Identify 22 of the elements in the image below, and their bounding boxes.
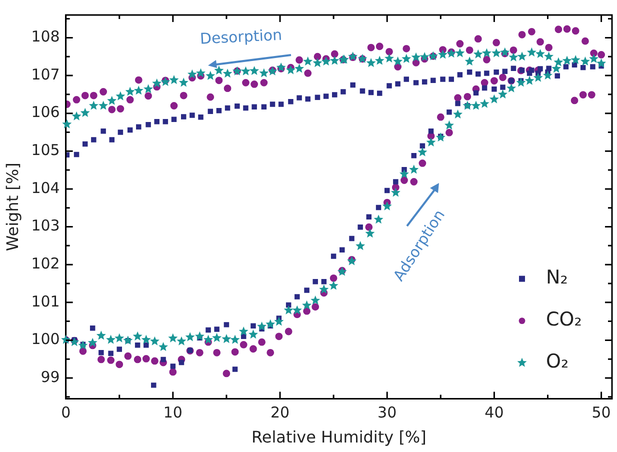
legend-label: O₂	[546, 350, 569, 373]
x-tick-label: 20	[270, 404, 290, 422]
y-tick-label: 102	[31, 254, 60, 272]
y-tick-label: 107	[31, 65, 60, 84]
x-tick-label: 50	[592, 404, 611, 422]
y-tick-label: 106	[31, 103, 60, 122]
legend-label: CO₂	[546, 308, 582, 331]
y-tick-label: 101	[31, 292, 60, 310]
y-axis-title: Weight [%]	[2, 162, 22, 252]
x-tick-label: 30	[378, 404, 397, 422]
annotation: Desorption	[199, 26, 282, 48]
y-tick-label: 104	[31, 178, 60, 197]
x-tick-label: 10	[163, 404, 182, 422]
legend-label: N₂	[546, 266, 568, 289]
y-tick-label: 103	[31, 216, 60, 235]
y-tick-label: 105	[31, 141, 60, 160]
y-tick-label: 99	[40, 368, 60, 386]
x-tick-label: 40	[484, 404, 504, 422]
x-tick-label: 0	[61, 404, 71, 422]
x-axis-title: Relative Humidity [%]	[251, 428, 426, 447]
y-tick-label: 108	[31, 28, 60, 46]
y-tick-label: 100	[31, 330, 60, 348]
